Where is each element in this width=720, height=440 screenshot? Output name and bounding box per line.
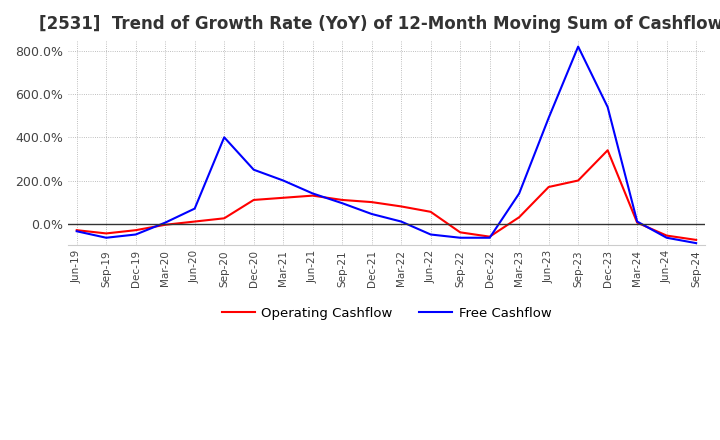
Operating Cashflow — [367, 199, 376, 205]
Operating Cashflow — [190, 219, 199, 224]
Free Cashflow — [662, 235, 671, 240]
Free Cashflow — [367, 211, 376, 216]
Free Cashflow — [574, 44, 582, 49]
Operating Cashflow — [633, 220, 642, 225]
Free Cashflow — [249, 167, 258, 172]
Free Cashflow — [220, 135, 228, 140]
Free Cashflow — [131, 232, 140, 237]
Free Cashflow — [102, 235, 111, 240]
Operating Cashflow — [692, 237, 701, 242]
Free Cashflow — [73, 229, 81, 234]
Operating Cashflow — [544, 184, 553, 190]
Line: Free Cashflow: Free Cashflow — [77, 47, 696, 243]
Free Cashflow — [190, 206, 199, 211]
Operating Cashflow — [338, 197, 346, 202]
Operating Cashflow — [279, 195, 287, 201]
Operating Cashflow — [662, 233, 671, 238]
Operating Cashflow — [397, 204, 405, 209]
Operating Cashflow — [73, 227, 81, 233]
Operating Cashflow — [603, 148, 612, 153]
Legend: Operating Cashflow, Free Cashflow: Operating Cashflow, Free Cashflow — [216, 301, 557, 325]
Free Cashflow — [485, 235, 494, 240]
Line: Operating Cashflow: Operating Cashflow — [77, 150, 696, 240]
Operating Cashflow — [308, 193, 317, 198]
Free Cashflow — [544, 115, 553, 121]
Free Cashflow — [603, 104, 612, 110]
Free Cashflow — [426, 232, 435, 237]
Operating Cashflow — [456, 230, 464, 235]
Title: [2531]  Trend of Growth Rate (YoY) of 12-Month Moving Sum of Cashflows: [2531] Trend of Growth Rate (YoY) of 12-… — [40, 15, 720, 33]
Operating Cashflow — [220, 216, 228, 221]
Free Cashflow — [279, 178, 287, 183]
Free Cashflow — [456, 235, 464, 240]
Free Cashflow — [397, 219, 405, 224]
Operating Cashflow — [485, 234, 494, 239]
Operating Cashflow — [515, 215, 523, 220]
Free Cashflow — [161, 220, 169, 225]
Operating Cashflow — [131, 227, 140, 233]
Operating Cashflow — [574, 178, 582, 183]
Free Cashflow — [633, 219, 642, 224]
Operating Cashflow — [161, 222, 169, 227]
Operating Cashflow — [426, 209, 435, 214]
Operating Cashflow — [249, 197, 258, 202]
Operating Cashflow — [102, 231, 111, 236]
Free Cashflow — [515, 191, 523, 196]
Free Cashflow — [338, 201, 346, 206]
Free Cashflow — [308, 191, 317, 196]
Free Cashflow — [692, 241, 701, 246]
